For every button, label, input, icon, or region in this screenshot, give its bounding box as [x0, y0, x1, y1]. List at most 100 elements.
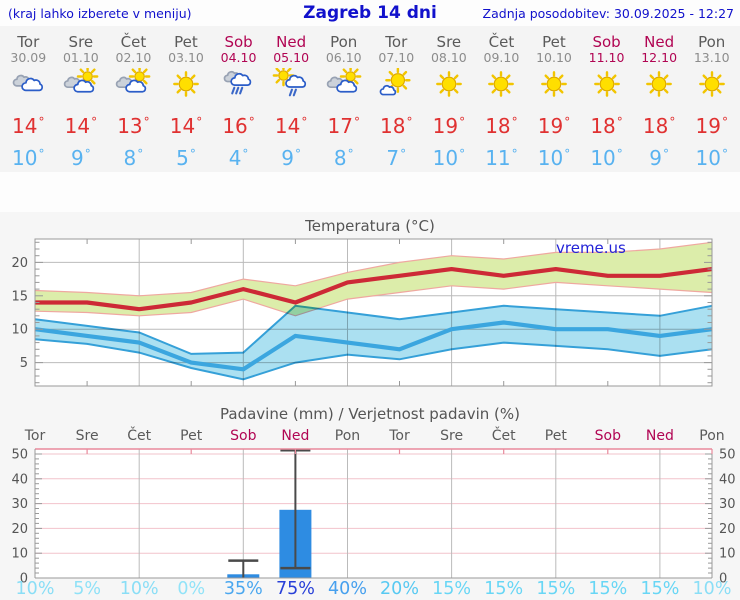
temp-max: 19° — [432, 114, 466, 138]
temp-max: 14° — [169, 114, 203, 138]
day-date: 30.09 — [10, 50, 47, 65]
temp-min: 10° — [695, 146, 728, 170]
cloudy-icon — [2, 65, 55, 106]
svg-text:Sre: Sre — [76, 428, 99, 444]
svg-text:Pon: Pon — [699, 428, 724, 444]
day-date: 02.10 — [115, 50, 152, 65]
svg-text:5%: 5% — [73, 579, 101, 599]
temp-max: 19° — [537, 114, 571, 138]
svg-text:15%: 15% — [432, 579, 471, 599]
svg-text:Pet: Pet — [180, 428, 203, 444]
temp-max: 16° — [222, 114, 255, 138]
svg-text:50: 50 — [11, 448, 28, 463]
spacer — [0, 172, 740, 212]
day-date: 03.10 — [168, 50, 204, 65]
day-name: Tor — [385, 33, 408, 51]
temp-max: 19° — [695, 114, 728, 138]
day-name: Pet — [174, 33, 198, 51]
svg-text:10: 10 — [11, 323, 28, 338]
svg-text:20%: 20% — [380, 579, 419, 599]
forecast-day-12-10: Ned 12.10 18° 9° — [633, 34, 686, 172]
svg-text:0: 0 — [20, 572, 28, 587]
sunny-icon — [160, 65, 213, 106]
sunny-icon — [580, 65, 633, 106]
svg-text:Sob: Sob — [595, 428, 621, 444]
svg-text:15%: 15% — [536, 579, 575, 599]
temp-min: 10° — [12, 146, 45, 170]
svg-text:75%: 75% — [276, 579, 315, 599]
svg-text:Pet: Pet — [545, 428, 568, 444]
day-date: 13.10 — [693, 50, 730, 65]
temp-min: 4° — [228, 146, 249, 170]
day-date: 07.10 — [378, 50, 415, 65]
day-name: Sre — [436, 33, 462, 51]
forecast-day-04-10: Sob 04.10 16° 4° — [212, 34, 265, 172]
temp-max: 17° — [327, 114, 360, 138]
svg-text:0%: 0% — [177, 579, 205, 599]
precipitation-chart: 0 0 10 10 20 20 30 30 40 40 50 50 Tor Sre Čet Pet Sob Ned… — [0, 424, 740, 600]
forecast-day-09-10: Čet 09.10 18° 11° — [475, 34, 528, 172]
temp-min: 9° — [281, 146, 301, 170]
day-name: Ned — [644, 33, 675, 51]
watermark: vreme.us — [556, 239, 626, 257]
svg-text:Sre: Sre — [440, 428, 463, 444]
svg-text:15%: 15% — [484, 579, 523, 599]
last-update-timestamp: Zadnja posodobitev: 30.09.2025 - 12:27 — [482, 6, 734, 21]
day-name: Pon — [330, 33, 358, 51]
svg-text:20: 20 — [719, 522, 736, 537]
forecast-day-13-10: Pon 13.10 19° 10° — [685, 34, 738, 172]
forecast-day-07-10: Tor 07.10 18° 7° — [370, 34, 423, 172]
temp-max: 14° — [12, 114, 45, 138]
svg-text:Sob: Sob — [230, 428, 256, 444]
temp-max: 14° — [274, 114, 308, 138]
day-date: 04.10 — [220, 50, 257, 65]
svg-text:Tor: Tor — [24, 428, 46, 444]
temp-min: 5° — [176, 146, 196, 170]
svg-text:50: 50 — [719, 448, 736, 463]
sunny-icon — [475, 65, 528, 106]
svg-text:Čet: Čet — [127, 426, 151, 444]
svg-text:Ned: Ned — [281, 428, 309, 444]
day-date: 10.10 — [536, 50, 572, 65]
temperature-chart: 5 10 15 20 vreme.us — [0, 236, 740, 400]
svg-text:20: 20 — [11, 522, 28, 537]
forecast-strip: Tor 30.09 14° 10° Sre 01.10 14° 9° Čet 02.10 13° 8°… — [0, 26, 740, 172]
forecast-day-02-10: Čet 02.10 13° 8° — [107, 34, 160, 172]
forecast-day-01-10: Sre 01.10 14° 9° — [55, 34, 108, 172]
temp-min: 10° — [537, 146, 571, 170]
svg-text:Pon: Pon — [335, 428, 360, 444]
day-date: 11.10 — [588, 50, 625, 65]
svg-text:15%: 15% — [588, 579, 627, 599]
partly-cloudy-icon — [107, 65, 160, 106]
svg-text:30: 30 — [11, 497, 28, 512]
day-name: Čet — [120, 33, 147, 51]
temp-max: 14° — [64, 114, 98, 138]
sunny-icon — [685, 65, 738, 106]
svg-text:10%: 10% — [120, 579, 159, 599]
svg-text:0: 0 — [719, 572, 727, 587]
day-date: 01.10 — [62, 50, 99, 65]
day-name: Čet — [488, 33, 515, 51]
day-date: 08.10 — [430, 50, 467, 65]
mostly-sunny-icon — [370, 65, 423, 106]
temperature-section: Temperatura (°C) 5 10 15 20 vreme.us — [0, 212, 740, 400]
temp-max: 18° — [485, 114, 518, 138]
svg-text:20: 20 — [11, 256, 28, 271]
day-date: 05.10 — [273, 50, 310, 65]
sunny-icon — [423, 65, 476, 106]
day-date: 12.10 — [641, 50, 678, 65]
partly-cloudy-icon — [55, 65, 108, 106]
day-date: 09.10 — [483, 50, 520, 65]
temp-min: 10° — [590, 146, 623, 170]
forecast-day-11-10: Sob 11.10 18° 10° — [580, 34, 633, 172]
day-name: Pet — [542, 33, 566, 51]
svg-text:40: 40 — [719, 472, 736, 487]
temp-min: 9° — [70, 146, 91, 170]
precipitation-chart-title: Padavine (mm) / Verjetnost padavin (%) — [220, 405, 520, 423]
day-name: Sob — [592, 33, 621, 51]
day-name: Sob — [224, 33, 253, 51]
svg-text:35%: 35% — [224, 579, 263, 599]
precipitation-section: Padavine (mm) / Verjetnost padavin (%) 0… — [0, 400, 740, 600]
forecast-day-10-10: Pet 10.10 19° 10° — [528, 34, 581, 172]
svg-text:Ned: Ned — [646, 428, 674, 444]
